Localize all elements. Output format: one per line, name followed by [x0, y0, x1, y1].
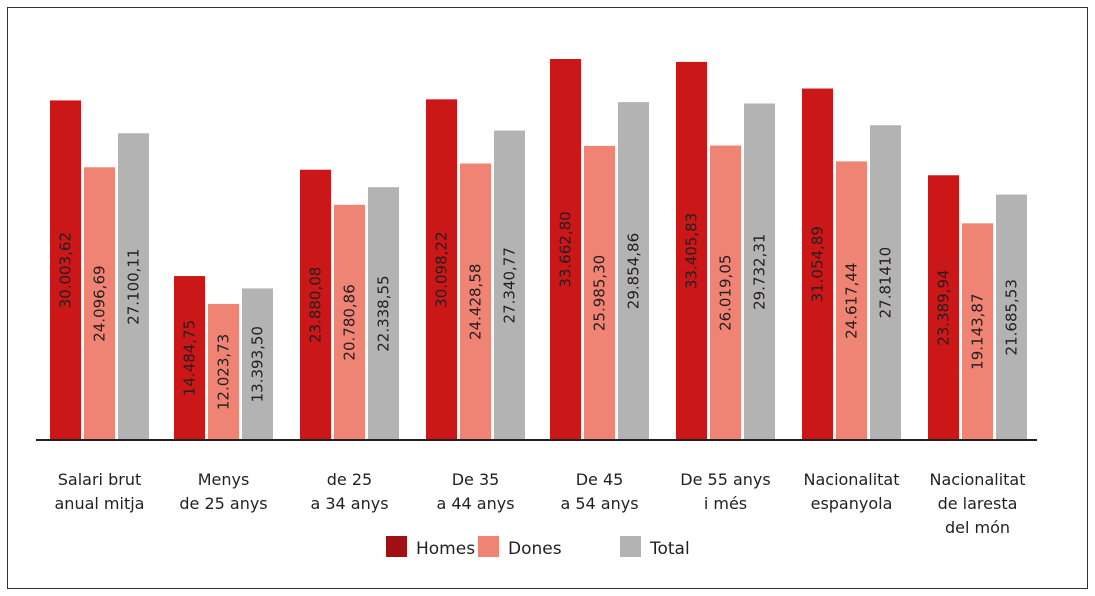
category-labels: Salari brut anual mitja Menys de 25 anys de … — [55, 470, 1026, 537]
data-label-total-6: 27.81410 — [877, 247, 895, 319]
bar-homes-6 — [802, 88, 833, 441]
category-label-0-line-1: anual mitja — [55, 494, 145, 513]
bar-total-3 — [494, 130, 525, 440]
bar-dones-1 — [208, 303, 239, 440]
category-label-6-line-1: espanyola — [811, 494, 893, 513]
bar-dones-2 — [334, 204, 365, 440]
category-label-5-line-0: De 55 anys — [680, 470, 770, 489]
data-label-dones-7: 19.143,87 — [969, 293, 987, 369]
bar-total-6 — [870, 125, 901, 441]
bar-total-7 — [996, 194, 1027, 440]
bar-dones-6 — [836, 161, 867, 440]
category-label-5-line-1: i més — [704, 494, 747, 513]
data-label-dones-6: 24.617,44 — [843, 263, 861, 339]
bar-dones-4 — [584, 145, 615, 440]
legend-label-total: Total — [649, 539, 690, 559]
bar-dones-3 — [460, 163, 491, 441]
bar-homes-3 — [426, 99, 457, 440]
data-label-homes-0: 30.003,62 — [57, 232, 75, 308]
data-label-homes-6: 31.054,89 — [809, 226, 827, 302]
category-label-0-line-0: Salari brut — [58, 470, 141, 489]
category-label-7-line-2: del món — [945, 518, 1010, 537]
data-label-homes-7: 23.389,94 — [935, 269, 953, 345]
legend: Homes Dones Total — [386, 536, 690, 559]
bar-dones-7 — [962, 223, 993, 440]
bar-total-1 — [242, 288, 273, 440]
bar-dones-0 — [84, 167, 115, 440]
data-label-homes-4: 33.662,80 — [557, 211, 575, 287]
data-label-dones-2: 20.780,86 — [341, 284, 359, 360]
bar-homes-1 — [174, 276, 205, 440]
legend-swatch-total — [620, 536, 641, 557]
bars-group: 30.003,62 14.484,75 23.880,08 30.098,22 33.6… — [50, 59, 1027, 441]
category-label-4-line-0: De 45 — [576, 470, 624, 489]
data-label-homes-1: 14.484,75 — [181, 320, 199, 396]
data-label-total-5: 29.732,31 — [751, 234, 769, 310]
bar-homes-0 — [50, 100, 81, 441]
category-label-3-line-1: a 44 anys — [436, 494, 514, 513]
data-label-total-7: 21.685,53 — [1003, 279, 1021, 355]
data-label-dones-5: 26.019,05 — [717, 255, 735, 331]
data-label-total-0: 27.100,11 — [125, 248, 143, 324]
legend-label-homes: Homes — [416, 539, 475, 559]
data-label-dones-1: 12.023,73 — [215, 334, 233, 410]
bar-total-4 — [618, 102, 649, 441]
data-label-homes-3: 30.098,22 — [433, 232, 451, 308]
category-label-6-line-0: Nacionalitat — [804, 470, 900, 489]
bar-homes-5 — [676, 61, 707, 441]
data-label-total-2: 22.338,55 — [375, 275, 393, 351]
bar-homes-7 — [928, 175, 959, 440]
category-label-3-line-0: De 35 — [452, 470, 500, 489]
bar-homes-4 — [550, 59, 581, 440]
data-label-total-4: 29.854,86 — [625, 233, 643, 309]
bar-total-2 — [368, 187, 399, 440]
data-label-total-3: 27.340,77 — [501, 247, 519, 323]
bar-total-0 — [118, 133, 149, 440]
category-label-4-line-1: a 54 anys — [560, 494, 638, 513]
bar-total-5 — [744, 103, 775, 440]
category-label-7-line-1: de laresta — [938, 494, 1018, 513]
legend-label-dones: Dones — [508, 539, 562, 559]
legend-swatch-dones — [478, 536, 499, 557]
category-label-1-line-1: de 25 anys — [179, 494, 267, 513]
data-label-homes-2: 23.880,08 — [307, 267, 325, 343]
data-label-homes-5: 33.405,83 — [683, 213, 701, 289]
data-label-dones-3: 24.428,58 — [467, 264, 485, 340]
bar-homes-2 — [300, 169, 331, 440]
category-label-1-line-0: Menys — [198, 470, 250, 489]
category-label-7-line-0: Nacionalitat — [930, 470, 1026, 489]
bar-dones-5 — [710, 145, 741, 440]
chart-border — [7, 7, 1088, 589]
data-label-total-1: 13.393,50 — [249, 326, 267, 402]
data-label-dones-0: 24.096,69 — [91, 265, 109, 341]
data-label-dones-4: 25.985,30 — [591, 255, 609, 331]
legend-swatch-homes — [386, 536, 407, 557]
category-label-2-line-1: a 34 anys — [310, 494, 388, 513]
category-label-2-line-0: de 25 — [327, 470, 372, 489]
